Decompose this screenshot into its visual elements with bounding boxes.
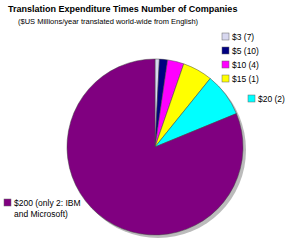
label-line: $20 (2)	[258, 94, 285, 104]
slice-label: $5 (10)	[232, 46, 259, 56]
label-line: $3 (7)	[232, 32, 254, 42]
slice-label: $15 (1)	[232, 74, 259, 84]
label-swatch	[222, 47, 229, 54]
label-swatch	[4, 199, 11, 206]
label-line: $200 (only 2: IBM	[14, 198, 81, 208]
subtitle: ($US Millions/year translated world-wide…	[18, 17, 199, 26]
label-swatch	[222, 75, 229, 82]
label-swatch	[222, 33, 229, 40]
label-line: $5 (10)	[232, 46, 259, 56]
label-swatch	[222, 61, 229, 68]
label-line: $15 (1)	[232, 74, 259, 84]
label-line: and Microsoft)	[14, 209, 68, 219]
title: Translation Expenditure Times Number of …	[8, 4, 237, 14]
slice-label: $20 (2)	[258, 94, 285, 104]
slice-label: $10 (4)	[232, 60, 259, 70]
slice-label: $200 (only 2: IBMand Microsoft)	[14, 198, 81, 219]
label-line: $10 (4)	[232, 60, 259, 70]
label-swatch	[248, 95, 255, 102]
chart: Translation Expenditure Times Number of …	[0, 0, 306, 244]
slice	[67, 59, 243, 235]
slice-label: $3 (7)	[232, 32, 254, 42]
slices	[67, 59, 246, 238]
